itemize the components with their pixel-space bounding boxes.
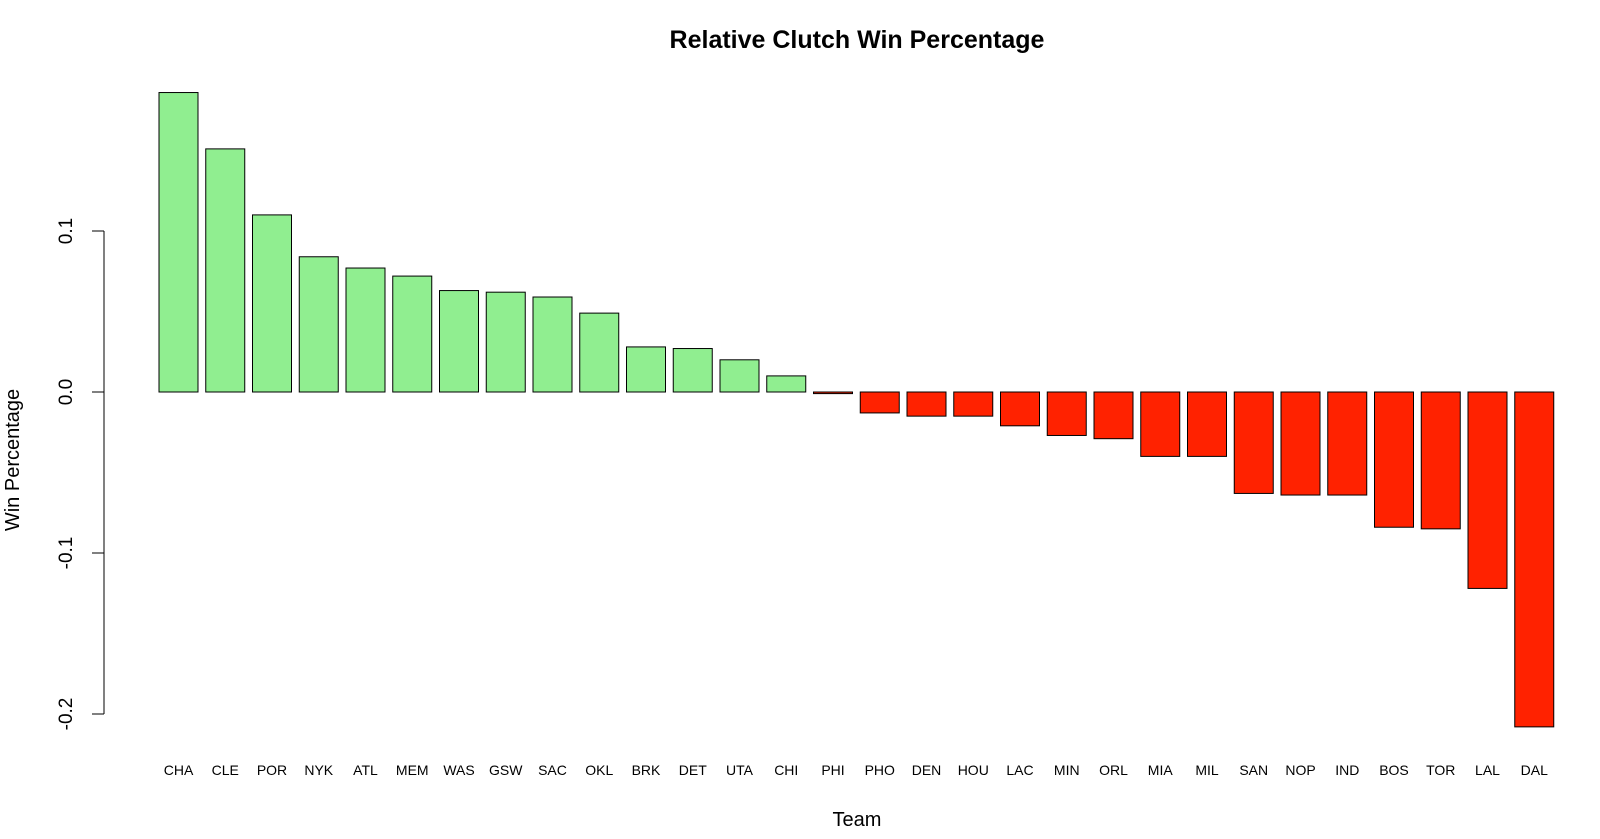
bar-den [906,391,947,417]
x-tick-label: ATL [353,762,378,778]
y-tick-label: -0.1 [56,537,77,570]
x-tick-label: TOR [1426,762,1455,778]
x-tick-label: SAN [1239,762,1268,778]
bar-nop [1280,391,1321,496]
bar-lal [1467,391,1508,589]
bar-was [439,290,479,393]
y-axis-label: Win Percentage [2,389,24,531]
bar-san [1233,391,1274,494]
bar-lac [1000,391,1040,427]
bar-ind [1327,391,1368,496]
x-tick-label: MEM [396,762,429,778]
bar-por [252,214,292,393]
x-tick-label: CHA [164,762,194,778]
x-tick-label: CHI [774,762,798,778]
y-tick-label: -0.2 [56,698,77,731]
x-tick-label: DEN [912,762,942,778]
bar-orl [1093,391,1134,440]
x-tick-label: BRK [632,762,661,778]
bar-mem [392,275,433,393]
x-tick-label: NYK [304,762,333,778]
x-tick-label: MIL [1195,762,1219,778]
y-tick-label: 0.0 [56,379,77,405]
x-tick-label: PHO [865,762,895,778]
bar-gsw [485,291,526,393]
x-tick-label: POR [257,762,287,778]
x-tick-label: LAC [1006,762,1033,778]
x-tick-label: GSW [489,762,523,778]
bar-cle [205,148,246,393]
x-tick-label: UTA [726,762,754,778]
y-axis: 0.1 0.0 -0.1 -0.2 [56,218,105,731]
bar-sac [532,296,573,393]
x-axis-label: Team [833,809,882,831]
bar-mil [1187,391,1227,457]
bar-cha [158,92,199,393]
x-tick-label: OKL [585,762,613,778]
bar-chi [766,375,807,393]
bar-atl [345,267,386,393]
bar-bos [1374,391,1414,528]
chart-title: Relative Clutch Win Percentage [670,26,1045,54]
x-tick-label: SAC [538,762,567,778]
x-tick-label: DAL [1521,762,1548,778]
bar-uta [719,359,760,393]
x-tick-label: IND [1335,762,1359,778]
x-tick-label: PHI [821,762,844,778]
bar-brk [626,346,666,393]
x-tick-labels: CHA CLE POR NYK ATL MEM WAS GSW SAC OKL BRK DET UTA C… [164,762,1548,778]
bar-dal [1514,391,1555,728]
x-tick-label: NOP [1285,762,1315,778]
x-tick-label: LAL [1475,762,1500,778]
bar-det [672,348,713,393]
bars [158,92,1555,728]
x-tick-label: ORL [1099,762,1128,778]
x-tick-label: BOS [1379,762,1409,778]
x-tick-label: HOU [958,762,989,778]
bar-okl [579,312,620,393]
x-tick-label: CLE [212,762,239,778]
bar-min [1046,391,1087,436]
bar-pho [859,391,900,414]
bar-mia [1140,391,1181,457]
x-tick-label: MIN [1054,762,1080,778]
x-tick-label: WAS [443,762,474,778]
y-tick-label: 0.1 [56,218,77,244]
bar-hou [953,391,994,417]
bar-phi [813,391,853,395]
x-tick-label: DET [679,762,707,778]
x-tick-label: MIA [1148,762,1174,778]
bar-tor [1420,391,1461,530]
bar-nyk [298,256,339,393]
